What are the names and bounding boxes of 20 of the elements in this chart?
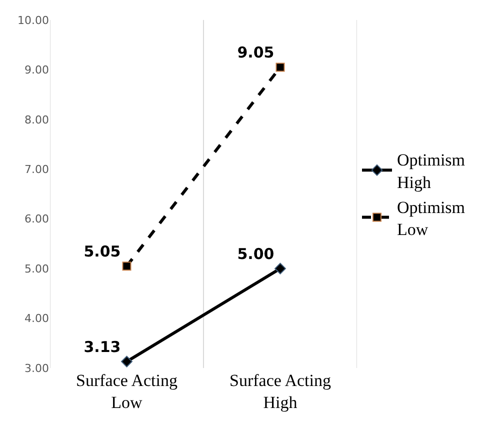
data-label: 5.05	[84, 242, 121, 260]
y-tick-label: 3.00	[24, 362, 49, 375]
data-label: 3.13	[84, 338, 121, 356]
point	[121, 356, 132, 368]
y-tick-label: 8.00	[24, 113, 49, 126]
y-tick-label: 10.00	[18, 14, 49, 27]
point	[276, 62, 285, 72]
y-tick-label: 4.00	[24, 312, 49, 326]
y-tick-label: 7.00	[24, 162, 49, 176]
legend-label: Optimism High	[397, 150, 466, 192]
data-label: 9.05	[237, 43, 274, 62]
y-tick-label: 5.00	[24, 262, 49, 276]
point	[122, 262, 132, 271]
legend-label: Optimism Low	[397, 198, 466, 239]
x-tick-label: Surface Acting Low	[76, 371, 178, 412]
data-label: 5.00	[237, 244, 274, 263]
y-tick-label: 6.00	[24, 212, 49, 226]
y-tick-label: 9.00	[24, 64, 49, 77]
x-tick-label: Surface Acting High	[230, 371, 332, 412]
point	[274, 262, 286, 274]
